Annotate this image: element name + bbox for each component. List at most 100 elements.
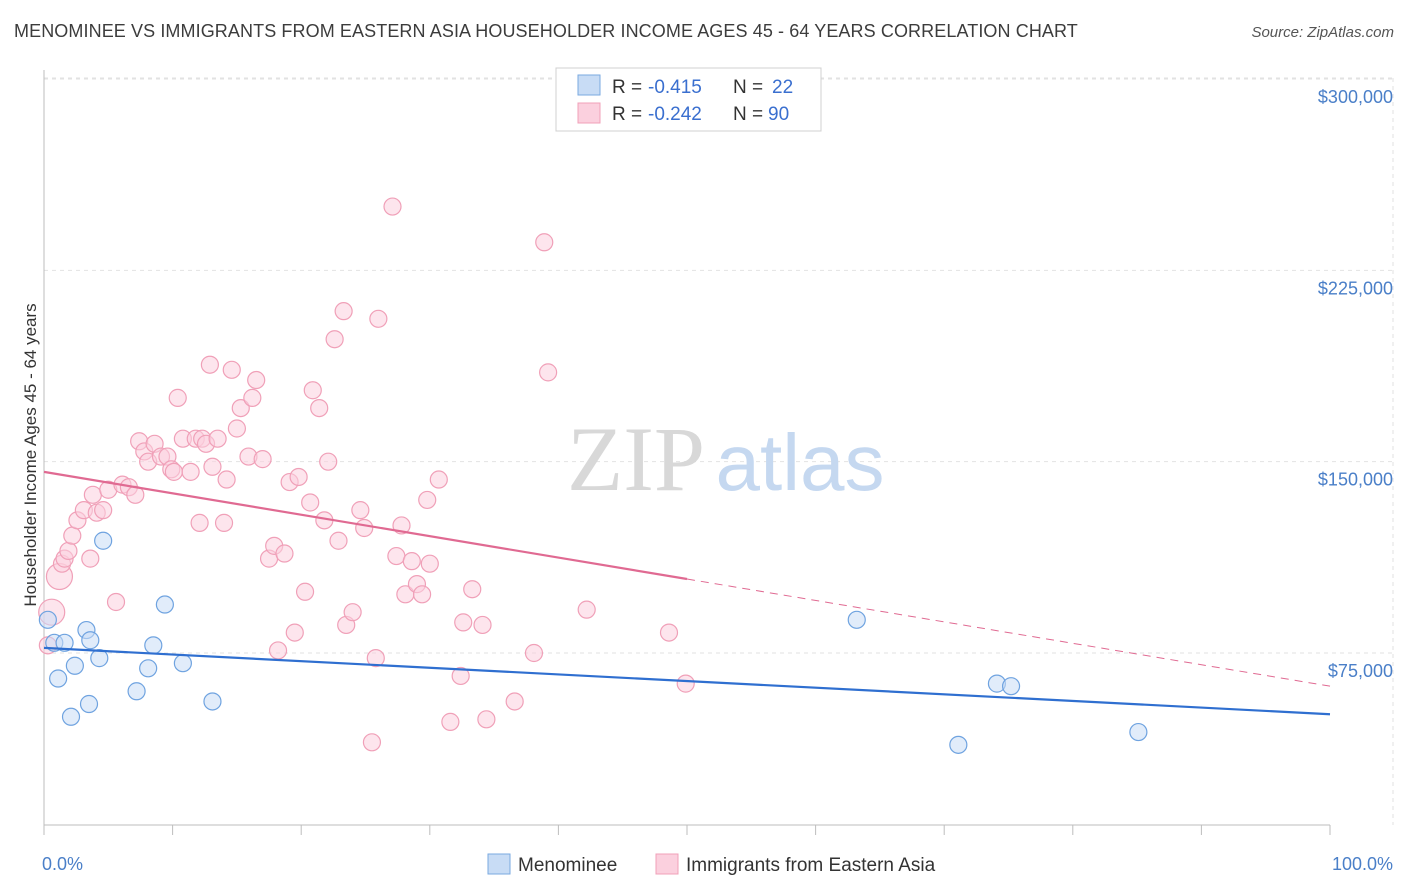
immigrants-point-38 [222,360,241,379]
menominee-point-15 [173,654,192,673]
menominee-point-0 [38,610,57,629]
legend-n-value-1: 22 [772,77,793,98]
immigrants-point-89 [659,623,679,642]
immigrants-point-74 [412,585,432,604]
immigrants-point-62 [343,603,362,622]
immigrants-point-80 [454,613,473,632]
y-tick-labels: $75,000 $150,000 $225,000 $300,000 [1318,87,1393,681]
immigrants-point-14 [106,592,126,612]
immigrants-point-77 [429,470,448,489]
immigrants-point-30 [190,513,209,532]
immigrants-point-87 [539,363,558,382]
immigrants-point-37 [217,470,236,489]
watermark-zip: ZIP [567,408,705,510]
immigrants-point-58 [325,330,344,349]
trend-lines [43,470,1331,716]
y-tick-label-1: $150,000 [1318,470,1393,490]
immigrants-point-51 [289,467,308,487]
immigrants-point-59 [329,531,348,550]
menominee-point-2 [49,669,68,688]
menominee-point-5 [65,656,84,675]
x-tick-label-end: 100.0% [1332,854,1393,874]
immigrants-point-82 [473,615,492,635]
immigrants-point-83 [477,710,496,729]
legend-r-label-1: R = [612,77,642,98]
immigrants-point-88 [577,600,596,619]
menominee-point-20 [1001,677,1021,696]
legend-swatch-menominee [577,74,601,96]
y-tick-label-0: $75,000 [1328,661,1393,681]
menominee-point-4 [61,707,81,726]
immigrants-point-42 [243,388,262,407]
immigrants-point-63 [351,501,370,520]
immigrants-point-26 [168,388,187,407]
legend-r-value-1: -0.415 [648,77,702,98]
immigrants-point-33 [200,355,219,374]
menominee-point-8 [81,631,100,650]
immigrants-point-43 [247,370,266,390]
immigrants-point-25 [164,462,183,481]
legend-swatch-immigrants [577,102,601,124]
immigrants-point-65 [362,733,382,752]
immigrants-trend-dashed [686,578,1331,687]
immigrants-point-72 [402,552,421,571]
menominee-point-13 [144,636,163,655]
menominee-point-17 [847,610,866,629]
bottom-legend-swatch-menominee [487,853,511,875]
menominee-point-9 [90,649,109,668]
immigrants-point-81 [463,580,482,599]
immigrants-point-35 [208,429,227,448]
menominee-point-21 [1129,722,1148,742]
axes [43,70,1331,835]
bottom-legend: Menominee Immigrants from Eastern Asia [487,853,936,876]
immigrants-point-54 [303,381,322,400]
immigrants-point-12 [94,501,113,520]
menominee-point-12 [139,659,158,678]
menominee-point-11 [127,682,146,701]
y-tick-label-3: $300,000 [1318,87,1393,107]
immigrants-point-60 [334,302,353,321]
immigrants-point-64 [355,518,374,538]
y-tick-label-2: $225,000 [1318,278,1393,298]
menominee-point-10 [94,531,113,550]
immigrants-point-50 [285,623,304,642]
series-menominee-points [38,531,1148,754]
menominee-trend-solid [43,646,1331,716]
immigrants-point-76 [420,554,439,573]
immigrants-point-57 [319,452,338,471]
immigrants-point-55 [310,398,329,418]
immigrants-point-5 [59,541,78,561]
immigrants-point-39 [227,419,246,438]
immigrants-point-85 [524,643,544,663]
y-axis-label: Householder Income Ages 45 - 64 years [21,303,40,606]
immigrants-point-78 [441,712,460,731]
immigrants-point-6 [63,526,82,545]
immigrants-trend-solid [43,470,688,581]
x-tick-label-start: 0.0% [42,854,83,874]
legend-n-label-2: N = [733,104,763,125]
immigrants-point-86 [535,233,554,252]
immigrants-point-48 [275,544,294,563]
legend-n-value-2: 90 [768,104,789,125]
immigrants-point-66 [366,649,385,668]
legend-r-value-2: -0.242 [648,104,702,125]
legend-box: R = -0.415 N = 22 R = -0.242 N = 90 [555,67,822,132]
immigrants-point-75 [418,490,437,510]
watermark-atlas: atlas [716,418,885,507]
immigrants-point-34 [203,457,222,476]
immigrants-point-36 [214,513,234,532]
immigrants-point-68 [383,197,402,216]
menominee-point-7 [79,694,99,714]
menominee-point-18 [949,735,968,754]
immigrants-point-40 [231,398,250,418]
bottom-legend-menominee: Menominee [518,855,617,876]
bottom-legend-swatch-immigrants [655,853,679,875]
menominee-point-16 [203,692,222,711]
immigrants-point-84 [505,692,524,711]
menominee-point-3 [55,633,74,652]
immigrants-point-67 [369,309,388,328]
immigrants-point-90 [676,674,695,693]
immigrants-point-9 [81,549,100,568]
immigrants-point-79 [451,666,470,686]
immigrants-point-52 [295,582,315,601]
